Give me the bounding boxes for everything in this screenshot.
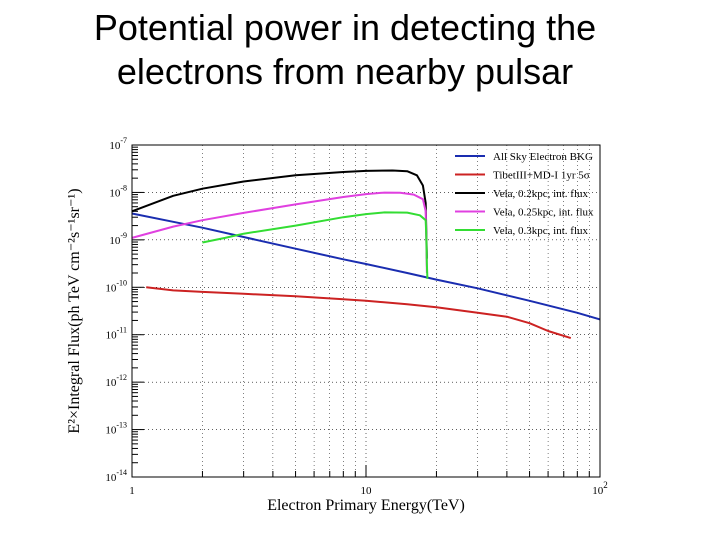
x-tick-label: 10 — [361, 485, 373, 497]
series-line-3 — [131, 169, 428, 259]
series-line-2 — [146, 286, 572, 340]
legend-label: All Sky Electron BKG — [493, 151, 593, 163]
legend-label: Vela, 0.25kpc, int. flux — [493, 207, 594, 219]
series-line-1 — [131, 212, 601, 321]
y-tick-label: 10-9 — [109, 231, 127, 247]
y-tick-label: 10-8 — [109, 183, 127, 199]
slide-title-line-1: Potential power in detecting the — [93, 7, 597, 48]
series-line-5 — [202, 211, 429, 279]
legend-label: Vela, 0.2kpc, int. flux — [493, 188, 589, 200]
x-tick-label: 1 — [129, 485, 135, 497]
chart-series — [131, 169, 601, 340]
legend: All Sky Electron BKG TibetIII+MD-I 1yr 5σ… — [455, 151, 594, 237]
y-tick-label: 10-10 — [105, 278, 127, 294]
y-axis-title: E²×Integral Flux(ph TeV cm⁻²s⁻¹sr⁻¹) — [66, 188, 83, 433]
y-tick-label: 10-14 — [105, 468, 127, 484]
series-line-4 — [131, 191, 428, 274]
legend-label: TibetIII+MD-I 1yr 5σ — [493, 170, 590, 182]
axis-tick-labels: 10-7 10-8 10-9 10-10 10-11 10-12 10-13 10-141 10… — [105, 136, 607, 497]
axis-ticks — [131, 144, 601, 478]
slide-title: Potential power in detecting the electro… — [0, 6, 690, 94]
y-tick-label: 10-7 — [109, 136, 127, 152]
y-tick-label: 10-12 — [105, 373, 127, 389]
x-axis-title: Electron Primary Energy(TeV) — [267, 497, 465, 514]
slide-title-line-2: electrons from nearby pulsar — [116, 51, 574, 92]
x-tick-label: 102 — [592, 480, 608, 497]
legend-label: Vela, 0.3kpc, int. flux — [493, 225, 589, 237]
y-tick-label: 10-13 — [105, 421, 127, 437]
y-tick-label: 10-11 — [106, 326, 127, 342]
